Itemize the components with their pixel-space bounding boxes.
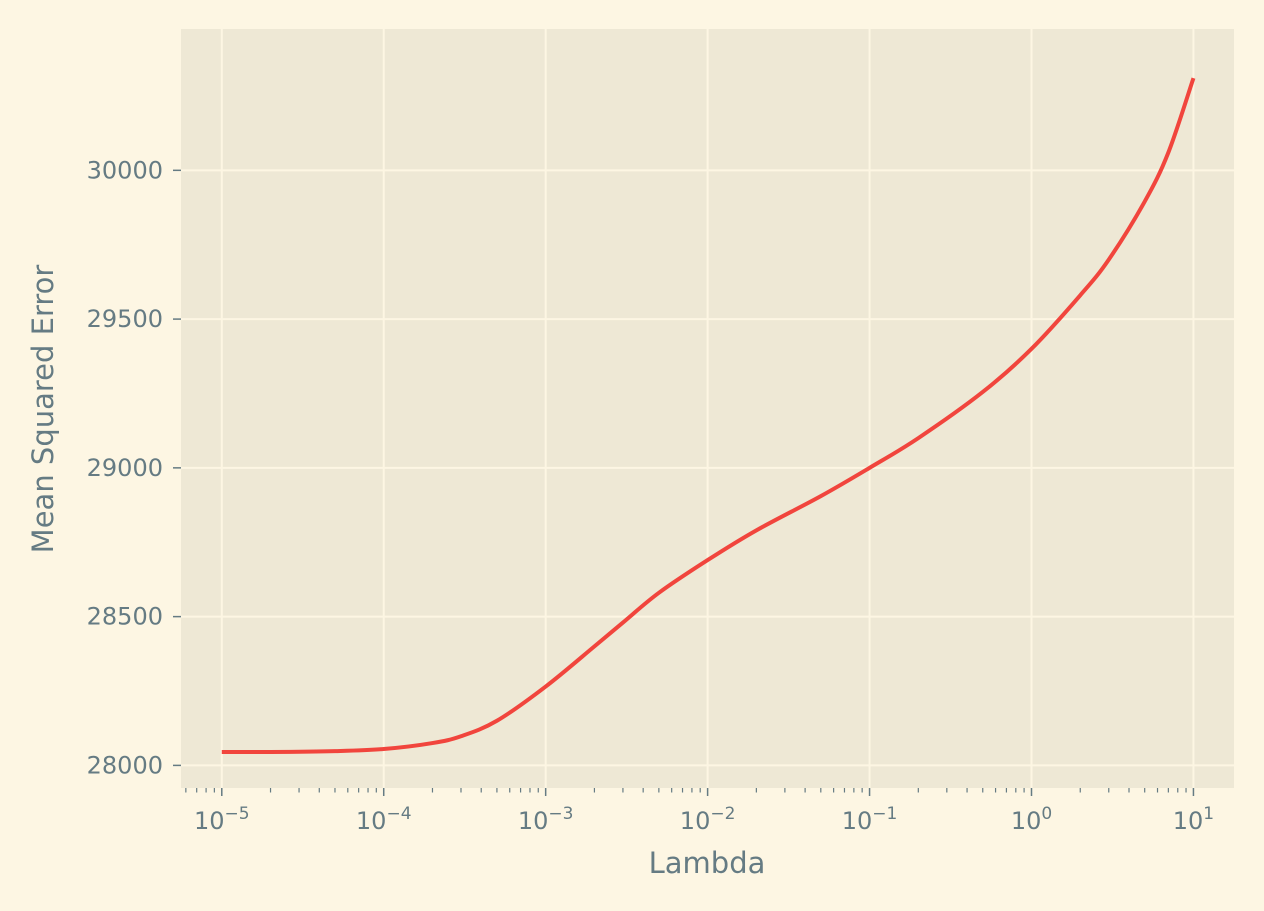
y-axis-label: Mean Squared Error: [26, 265, 60, 554]
y-tick-label: 28500: [87, 603, 163, 631]
x-tick-label: 10−1: [842, 804, 898, 835]
x-tick-label: 10−3: [518, 804, 574, 835]
series-line: [221, 77, 1196, 755]
y-tick-label: 28000: [87, 751, 163, 779]
series-layer: [221, 77, 1196, 755]
x-tick-label: 100: [1011, 804, 1052, 835]
x-tick-label: 101: [1173, 804, 1214, 835]
axis-ticks: 28000 28500 29000 29500 30000 10−5 10−4 10−3 10−…: [87, 156, 1214, 835]
y-tick-label: 29000: [87, 454, 163, 482]
x-tick-label: 10−2: [680, 804, 736, 835]
y-tick-label: 30000: [87, 156, 163, 184]
x-tick-label: 10−4: [356, 804, 412, 835]
x-axis-label: Lambda: [649, 846, 766, 880]
x-tick-label: 10−5: [194, 804, 250, 835]
grid: [181, 29, 1234, 788]
y-tick-label: 29500: [87, 305, 163, 333]
